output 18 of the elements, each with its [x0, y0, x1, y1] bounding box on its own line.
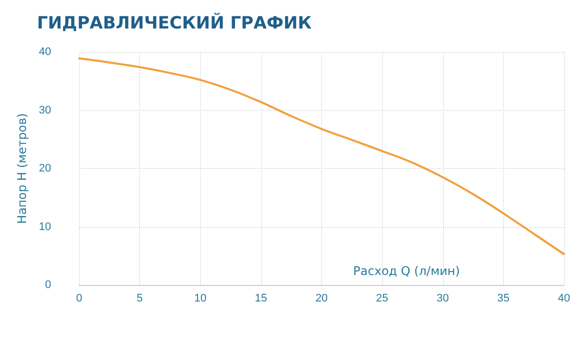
- y-axis-title: Напор Н (метров): [15, 113, 29, 224]
- x-tick-label: 35: [497, 292, 510, 304]
- y-tick-label: 0: [45, 279, 52, 291]
- x-tick-label: 40: [558, 292, 570, 304]
- y-tick-label: 40: [38, 46, 52, 58]
- y-tick-label: 20: [38, 162, 52, 174]
- x-tick-label: 0: [76, 292, 82, 304]
- y-tick-label: 10: [38, 220, 52, 233]
- chart-title: ГИДРАВЛИЧЕСКИЙ ГРАФИК: [37, 12, 312, 34]
- line-series: [78, 57, 565, 256]
- x-tick-label: 5: [136, 292, 143, 304]
- x-tick-label: 10: [194, 292, 206, 304]
- y-tick-label: 30: [38, 104, 52, 116]
- x-axis-title: Расход Q (л/мин): [353, 264, 460, 278]
- x-tick-label: 25: [376, 292, 388, 304]
- x-tick-label: 15: [254, 292, 268, 304]
- x-tick-label: 20: [315, 292, 328, 304]
- x-tick-label: 30: [436, 292, 449, 304]
